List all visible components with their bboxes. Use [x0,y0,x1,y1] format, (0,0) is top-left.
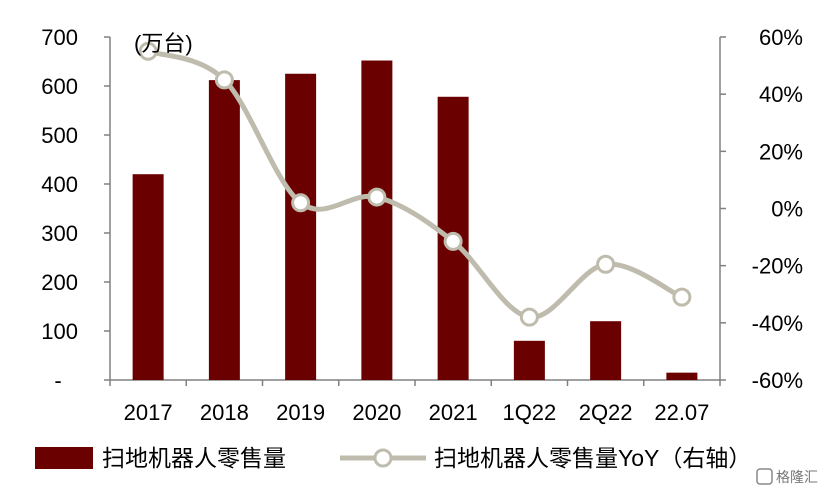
bar [285,73,317,380]
bar [666,372,698,380]
unit-label: (万台) [134,31,193,56]
yoy-point [367,187,387,207]
left-tick-label: - [54,368,61,393]
yoy-point [596,254,616,274]
line-series [138,41,692,327]
right-tick-label: -20% [752,254,803,279]
right-tick-label: 60% [759,25,803,50]
right-tick-label: 20% [759,139,803,164]
legend-bar-swatch [35,447,93,469]
left-tick-label: 500 [41,123,78,148]
left-tick-label: 200 [41,270,78,295]
yoy-point [519,307,539,327]
legend: 扫地机器人零售量 扫地机器人零售量YoY（右轴） [35,445,751,471]
bar [590,321,622,380]
x-tick-label: 2Q22 [579,400,633,425]
left-tick-label: 100 [41,319,78,344]
yoy-point [214,70,234,90]
watermark-text: 格隆汇 [776,469,818,485]
x-tick-label: 1Q22 [502,400,556,425]
bar [361,60,393,381]
bar [132,174,164,380]
x-tick-label: 22.07 [654,400,709,425]
x-tick-label: 2018 [200,400,249,425]
x-tick-label: 2019 [276,400,325,425]
right-tick-label: 40% [759,82,803,107]
bar-series [132,60,698,381]
x-tick-label: 2021 [429,400,478,425]
watermark-logo-icon [756,468,773,485]
legend-line-marker [373,448,393,468]
left-tick-label: 300 [41,221,78,246]
yoy-point [443,231,463,251]
right-tick-label: -60% [752,368,803,393]
x-tick-label: 2020 [352,400,401,425]
bar [208,80,240,381]
left-tick-label: 700 [41,25,78,50]
yoy-point [291,193,311,213]
watermark: 格隆汇 [756,468,818,485]
legend-line-label: 扫地机器人零售量YoY（右轴） [434,445,751,471]
yoy-line [147,48,683,320]
bar [513,340,545,380]
left-tick-label: 400 [41,172,78,197]
yoy-point [672,287,692,307]
legend-bar-label: 扫地机器人零售量 [102,445,286,471]
tick-labels: 2017 2018 2019 2020 2021 1Q22 2Q22 22.07 - 100 200… [41,25,803,425]
right-tick-label: -40% [752,311,803,336]
x-tick-label: 2017 [124,400,173,425]
right-tick-label: 0% [771,197,803,222]
left-tick-label: 600 [41,74,78,99]
yoy-point [138,41,158,61]
